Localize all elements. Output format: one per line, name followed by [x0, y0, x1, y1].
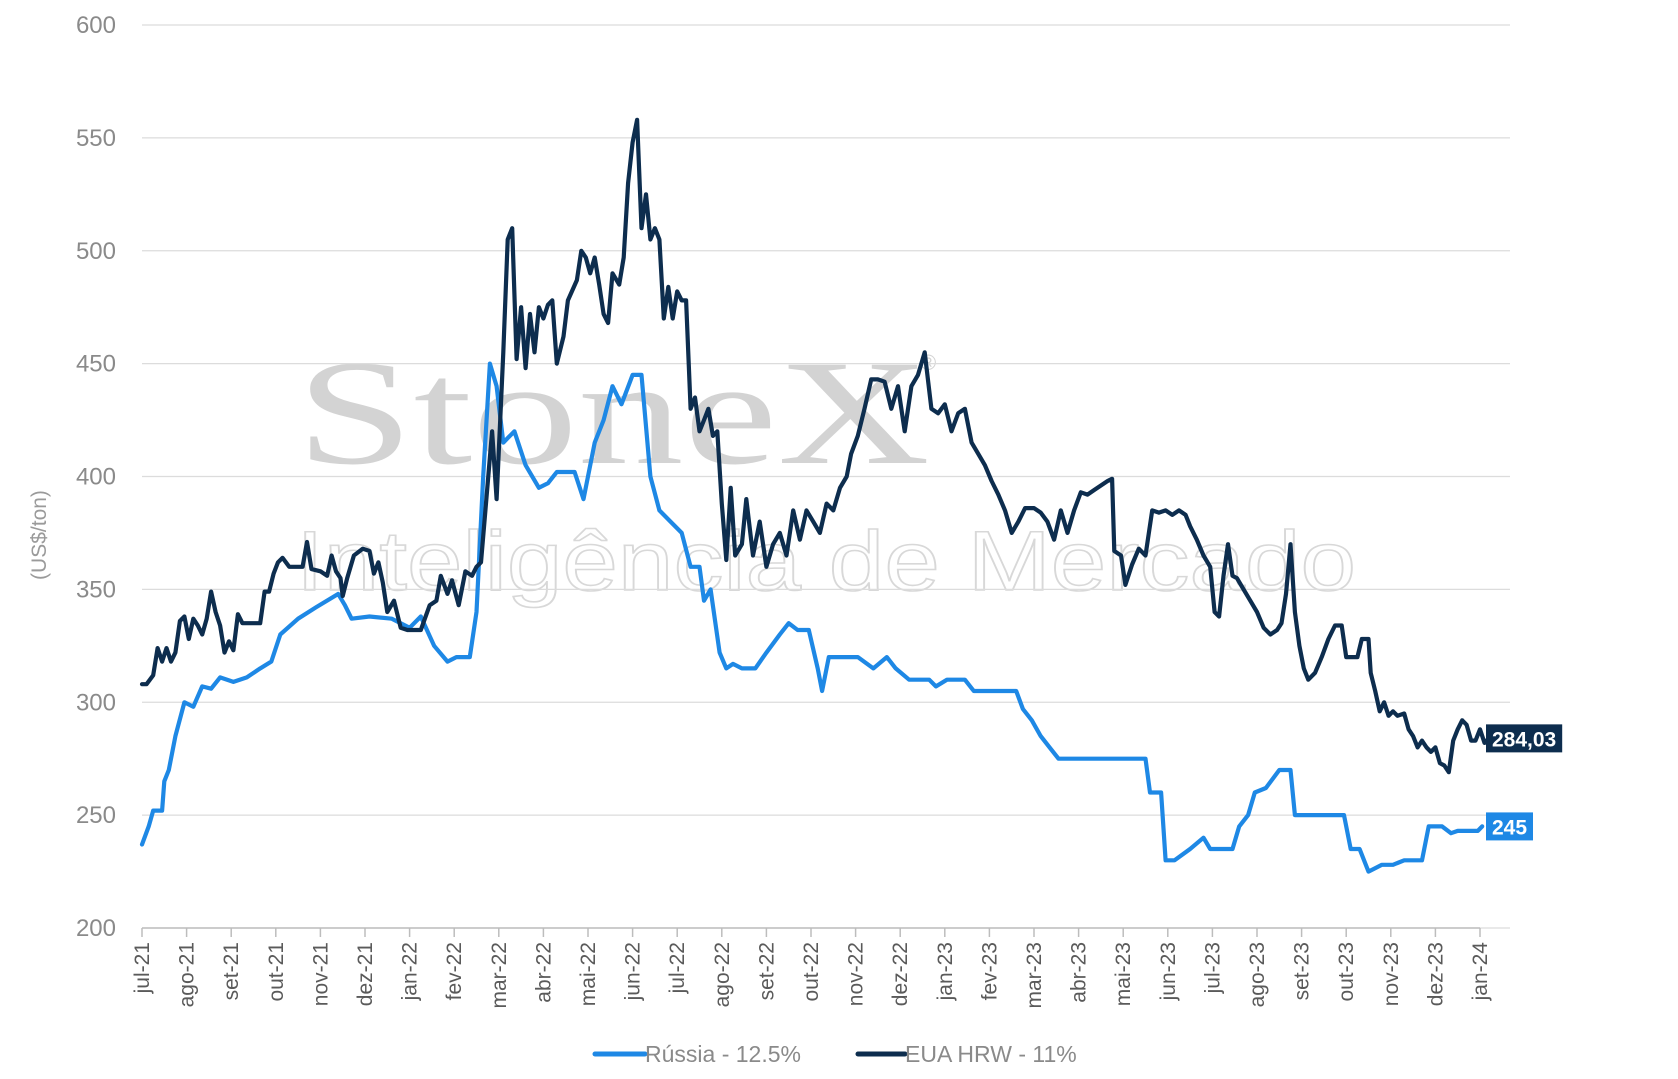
y-tick-label: 450: [76, 351, 116, 378]
x-tick-label: out-22: [800, 942, 823, 1002]
legend-label-russia: Rússia - 12.5%: [645, 1041, 801, 1067]
x-tick-label: dez-21: [354, 942, 377, 1006]
y-tick-label: 600: [76, 12, 116, 39]
y-axis-title: (US$/ton): [28, 490, 51, 580]
x-tick-label: jul-23: [1201, 942, 1224, 994]
x-tick-label: jul-22: [666, 942, 689, 994]
series-lines: [139, 117, 1509, 874]
x-tick-label: fev-22: [443, 942, 466, 1000]
legend-label-eua-hrw: EUA HRW - 11%: [905, 1041, 1077, 1067]
x-tick-label: mai-23: [1112, 942, 1135, 1006]
x-axis: jul-21 ago-21 set-21 out-21 nov-21 dez-21 jan-…: [131, 927, 1492, 1009]
x-tick-label: set-23: [1291, 942, 1314, 1000]
legend-item-eua-hrw[interactable]: EUA HRW - 11%: [855, 1041, 1077, 1067]
gridlines: [142, 24, 1510, 929]
watermark-brand: StoneX: [296, 330, 930, 496]
y-tick-label: 250: [76, 802, 116, 829]
y-tick-label: 300: [76, 689, 116, 716]
x-tick-label: ago-23: [1246, 942, 1269, 1007]
watermark: StoneX ® Inteligência de Mercado: [295, 330, 1357, 609]
y-tick-label: 400: [76, 464, 116, 491]
end-label-box: [1486, 724, 1563, 753]
x-tick-label: nov-21: [309, 942, 332, 1006]
x-tick-label: jul-21: [131, 942, 154, 994]
y-tick-label: 200: [76, 915, 116, 942]
x-tick-label: jun-22: [622, 942, 645, 1001]
x-tick-label: out-23: [1335, 942, 1358, 1002]
end-labels: 245 284,03: [1486, 724, 1563, 841]
end-label-box: [1486, 812, 1533, 841]
x-tick-label: ago-22: [711, 942, 734, 1007]
x-tick-label: abr-22: [532, 942, 555, 1003]
y-tick-label: 500: [76, 238, 116, 265]
x-tick-label: jan-23: [934, 942, 957, 1001]
end-label-text: 245: [1492, 816, 1527, 839]
x-tick-label: set-21: [220, 942, 243, 1000]
x-tick-label: dez-23: [1424, 942, 1447, 1006]
x-tick-label: jun-23: [1157, 942, 1180, 1001]
x-tick-label: dez-22: [889, 942, 912, 1006]
x-tick-label: fev-23: [978, 942, 1001, 1000]
x-tick-label: jan-22: [399, 942, 422, 1001]
series-line-russia: [139, 361, 1485, 874]
x-tick-label: set-22: [755, 942, 778, 1000]
end-label-russia: 245: [1486, 812, 1533, 841]
x-tick-label: ago-21: [176, 942, 199, 1007]
series-line-eua-hrw: [139, 117, 1509, 775]
legend: Rússia - 12.5% EUA HRW - 11%: [592, 1041, 1077, 1067]
watermark-tagline: Inteligência de Mercado: [296, 514, 1356, 608]
y-tick-label: 350: [76, 576, 116, 603]
y-axis: 200 250 300 350 400 450 500 550 600: [76, 12, 116, 942]
x-tick-label: out-21: [265, 942, 288, 1002]
x-tick-label: nov-22: [845, 942, 868, 1006]
x-tick-label: nov-23: [1380, 942, 1403, 1006]
x-tick-label: abr-23: [1068, 942, 1091, 1003]
legend-item-russia[interactable]: Rússia - 12.5%: [592, 1041, 801, 1067]
x-tick-label: mar-22: [488, 942, 511, 1009]
end-label-text: 284,03: [1492, 728, 1556, 751]
x-tick-label: jan-24: [1469, 942, 1492, 1002]
x-tick-label: mai-22: [577, 942, 600, 1006]
y-tick-label: 550: [76, 125, 116, 152]
x-tick-label: mar-23: [1023, 942, 1046, 1009]
end-label-eua-hrw: 284,03: [1486, 724, 1563, 753]
